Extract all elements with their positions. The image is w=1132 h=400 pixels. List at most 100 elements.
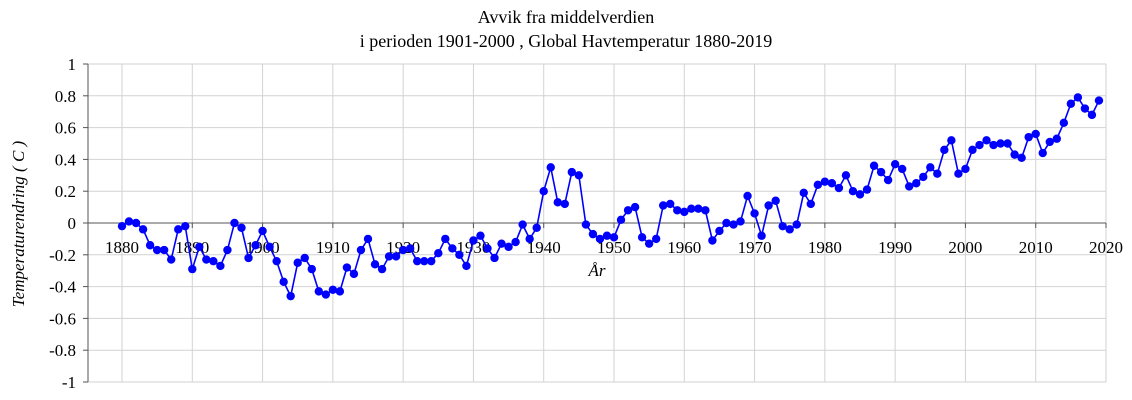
data-point xyxy=(167,255,176,264)
y-tick-label: -1 xyxy=(62,373,76,392)
data-point xyxy=(926,163,935,172)
data-point xyxy=(490,253,499,263)
data-point xyxy=(462,261,471,271)
data-point xyxy=(813,180,823,190)
data-point xyxy=(159,245,169,255)
data-point xyxy=(834,183,844,193)
data-point xyxy=(420,256,429,266)
data-point xyxy=(335,287,345,296)
data-point xyxy=(145,241,155,250)
x-tick-label: 1970 xyxy=(738,238,772,257)
y-tick-label: 0.6 xyxy=(55,119,76,138)
data-point xyxy=(195,242,204,252)
data-point xyxy=(1066,99,1076,108)
data-point xyxy=(532,223,541,232)
data-point xyxy=(328,285,338,294)
y-tick-label: 0 xyxy=(68,214,77,233)
data-point xyxy=(771,196,780,205)
x-tick-label: 1880 xyxy=(105,238,139,257)
data-point xyxy=(1080,104,1090,113)
data-point xyxy=(525,234,534,244)
data-point xyxy=(919,172,928,182)
data-point xyxy=(890,159,900,169)
axes xyxy=(83,63,1107,383)
data-point xyxy=(912,179,921,188)
data-point xyxy=(630,202,640,212)
y-tick-label: 0.8 xyxy=(55,87,76,106)
data-point xyxy=(1010,150,1019,159)
data-point xyxy=(862,185,872,194)
data-point xyxy=(651,234,661,244)
data-point xyxy=(434,249,443,258)
x-tick-label: 1960 xyxy=(667,238,701,257)
data-point xyxy=(764,201,773,210)
data-point xyxy=(497,239,506,248)
data-point xyxy=(827,179,837,188)
data-point xyxy=(954,169,963,178)
data-point xyxy=(398,245,408,255)
data-point xyxy=(181,221,190,231)
data-point xyxy=(989,140,998,150)
data-point xyxy=(708,236,717,245)
data-point xyxy=(616,215,626,225)
data-point xyxy=(722,218,731,228)
x-tick-label: 2010 xyxy=(1019,238,1053,257)
data-point xyxy=(905,182,914,191)
data-point xyxy=(279,277,288,287)
data-point xyxy=(778,221,787,231)
data-point xyxy=(349,269,359,279)
data-point xyxy=(483,244,492,253)
data-point xyxy=(384,252,394,261)
data-point xyxy=(637,233,647,242)
data-point xyxy=(251,241,260,250)
x-tick-label: 1910 xyxy=(316,238,350,257)
data-point xyxy=(975,140,984,150)
data-point xyxy=(1087,110,1097,120)
data-point xyxy=(202,255,211,264)
data-point xyxy=(356,245,366,255)
data-point xyxy=(174,225,183,234)
data-point xyxy=(1024,132,1033,142)
chart-subtitle: i perioden 1901-2000 , Global Havtempera… xyxy=(359,31,773,51)
data-point xyxy=(370,260,380,269)
data-point xyxy=(680,207,689,217)
data-point xyxy=(961,164,970,174)
data-point xyxy=(792,220,801,229)
data-point xyxy=(940,145,949,155)
x-tick-label: 1930 xyxy=(456,238,490,257)
data-point xyxy=(1017,153,1026,163)
data-point xyxy=(427,256,436,266)
data-point xyxy=(307,264,316,274)
data-point xyxy=(188,264,197,274)
y-tick-label: 1 xyxy=(68,55,77,74)
data-point xyxy=(588,229,598,239)
data-point xyxy=(265,242,274,252)
horizontal-gridlines xyxy=(88,63,1106,383)
data-point xyxy=(469,236,478,245)
data-point xyxy=(244,253,253,263)
data-point xyxy=(623,206,633,215)
data-point xyxy=(609,233,619,242)
data-point xyxy=(848,187,858,196)
data-point xyxy=(644,239,654,248)
data-point xyxy=(876,167,886,177)
data-point xyxy=(455,250,464,259)
data-point xyxy=(216,261,225,271)
x-tick-label: 1950 xyxy=(597,238,631,257)
data-point xyxy=(947,136,956,145)
data-point xyxy=(581,220,591,229)
data-point xyxy=(602,231,612,240)
data-point xyxy=(441,234,450,244)
data-point xyxy=(117,221,127,231)
data-point xyxy=(1038,148,1047,158)
data-point xyxy=(293,258,302,267)
data-point xyxy=(869,161,879,170)
data-point xyxy=(209,256,218,266)
data-point xyxy=(300,253,309,263)
data-point xyxy=(673,206,682,215)
data-point xyxy=(1094,96,1104,105)
data-point xyxy=(806,199,815,209)
data-point xyxy=(230,218,239,228)
data-point xyxy=(138,225,148,234)
